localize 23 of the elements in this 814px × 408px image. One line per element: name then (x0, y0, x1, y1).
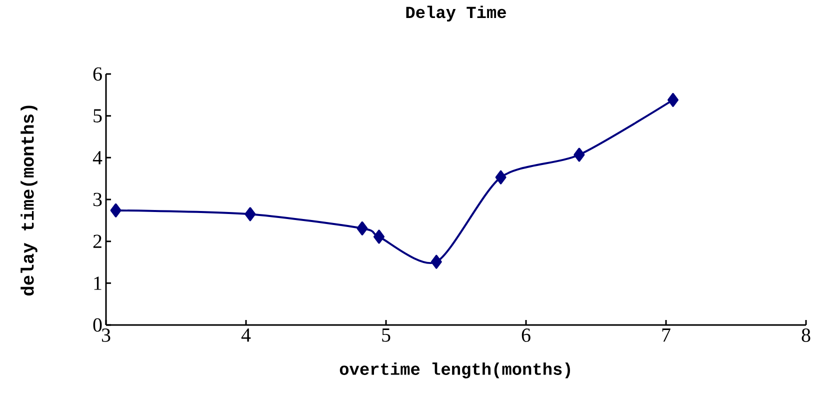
x-tick-label: 5 (382, 328, 390, 342)
x-tick-label: 4 (241, 328, 251, 342)
y-axis-title: delay time(months) (20, 106, 38, 296)
point (430, 254, 442, 269)
x-tick-label: 8 (802, 328, 810, 342)
y-tick-label: 6 (93, 67, 102, 81)
y-tick-label: 3 (93, 192, 102, 206)
y-tick-label: 2 (93, 234, 102, 248)
y-tick-label: 5 (94, 109, 102, 122)
point (668, 92, 679, 107)
point (374, 230, 385, 244)
chart-title: Delay Time (406, 6, 506, 22)
point (356, 221, 368, 236)
y-tick-label: 0 (93, 318, 102, 332)
point (574, 148, 585, 162)
point (244, 207, 256, 222)
y-tick-label: 4 (92, 151, 102, 164)
y-tick-label: 1 (94, 276, 102, 290)
x-axis-title: overtime length(months) (340, 362, 570, 378)
point (110, 203, 122, 218)
point (495, 170, 506, 184)
x-tick-label: 6 (522, 328, 530, 342)
x-tick-label: 7 (662, 328, 670, 342)
